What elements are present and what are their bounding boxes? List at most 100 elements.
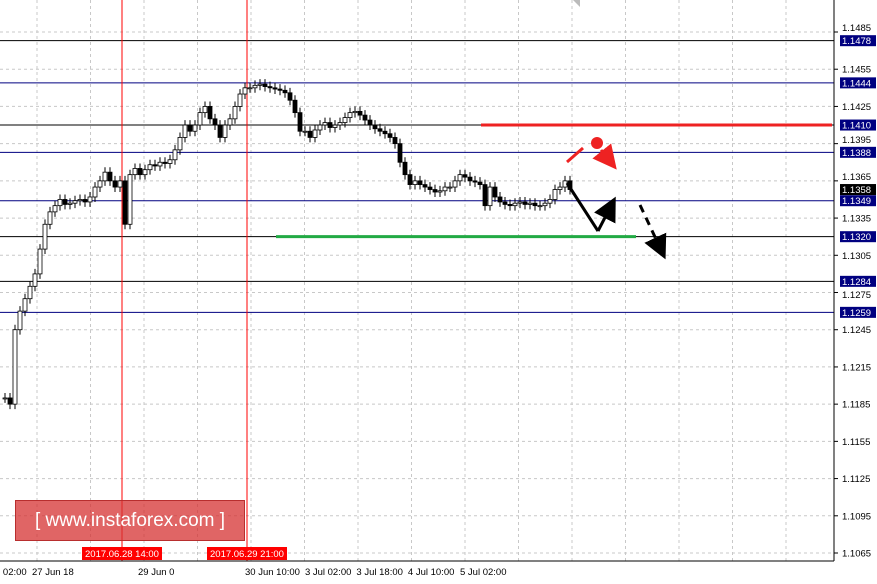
marker-time-label: 2017.06.28 14:00 [85, 549, 159, 560]
y-tick-label: 1.1095 [842, 511, 871, 522]
candle [92, 186, 98, 198]
level-price-tag [840, 35, 876, 47]
candle [367, 119, 373, 126]
candle [462, 174, 468, 178]
candle [492, 186, 498, 198]
candle [362, 114, 368, 121]
level-price-label: 1.1388 [842, 148, 871, 159]
candle [122, 180, 128, 225]
candle [432, 189, 438, 193]
level-price-tag [840, 306, 876, 318]
candle [357, 110, 363, 116]
candle [377, 128, 383, 132]
candle [507, 204, 513, 207]
y-tick-label: 1.1485 [842, 23, 871, 34]
candle [252, 84, 258, 89]
candle [552, 189, 558, 200]
red-arrow-icon [592, 143, 617, 170]
candle [242, 87, 248, 95]
marker-time-tag [207, 547, 287, 560]
candle [162, 161, 168, 164]
candle [237, 93, 243, 107]
candle [102, 171, 108, 182]
candle [57, 199, 63, 207]
candle [142, 169, 148, 176]
candle [262, 83, 268, 87]
candle [272, 87, 278, 90]
current-price-tag [840, 184, 876, 196]
candle [7, 397, 13, 405]
y-tick-label: 1.1065 [842, 549, 871, 560]
candle [302, 130, 308, 133]
level-price-tag [840, 275, 876, 287]
candle [347, 112, 353, 118]
x-tick-label: 29 Jun 0 [138, 567, 174, 578]
candle [557, 186, 563, 190]
candle [107, 171, 113, 182]
candle [132, 168, 138, 176]
candle [27, 285, 33, 300]
level-price-label: 1.1284 [842, 277, 871, 288]
candle [437, 190, 443, 193]
candle [427, 186, 433, 190]
candle [17, 310, 23, 331]
instaforex-watermark: [ www.instaforex.com ] [15, 500, 245, 541]
candle [117, 180, 123, 188]
candle [277, 88, 283, 91]
candle [547, 199, 553, 204]
candle [97, 180, 103, 188]
y-tick-label: 1.1245 [842, 325, 871, 336]
candle [177, 137, 183, 151]
candle [62, 199, 68, 205]
candle [152, 164, 158, 167]
candle [172, 149, 178, 161]
candle [392, 137, 398, 145]
candle [407, 174, 413, 185]
candle [297, 112, 303, 132]
candle [452, 180, 458, 188]
candle [397, 143, 403, 163]
level-price-label: 1.1444 [842, 78, 871, 89]
x-tick-label: 27 Jun 18 [32, 567, 74, 578]
y-tick-label: 1.1305 [842, 251, 871, 262]
y-tick-label: 1.1425 [842, 102, 871, 113]
candle [222, 124, 228, 138]
black-arrow-down-icon [638, 204, 667, 260]
candle [442, 186, 448, 192]
candle [22, 298, 28, 312]
candle [422, 184, 428, 188]
candle [487, 186, 493, 207]
level-price-tag [840, 231, 876, 243]
candle [537, 205, 543, 208]
candle [317, 124, 323, 131]
candle [497, 196, 503, 203]
candle [32, 273, 38, 287]
x-tick-label: 3 Jul 02:00 [305, 567, 351, 578]
candle [522, 201, 528, 205]
candle [12, 329, 18, 405]
candle [52, 205, 58, 213]
candle [267, 86, 273, 89]
candle [257, 83, 263, 86]
black-forecast-down [565, 182, 600, 232]
level-price-tag [840, 77, 876, 89]
marker-time-label: 2017.06.29 21:00 [210, 549, 284, 560]
candle [127, 174, 133, 225]
candle [532, 202, 538, 207]
candle [77, 199, 83, 202]
candle [137, 168, 143, 176]
y-tick-label: 1.1455 [842, 65, 871, 76]
candle [527, 202, 533, 205]
candle [447, 186, 453, 189]
candle [467, 176, 473, 182]
candle [502, 201, 508, 205]
candle [322, 122, 328, 126]
red-forecast-dot [591, 137, 603, 149]
level-price-tag [840, 195, 876, 207]
candle [112, 180, 118, 188]
candle [417, 180, 423, 185]
candle [212, 118, 218, 126]
candle [227, 118, 233, 126]
